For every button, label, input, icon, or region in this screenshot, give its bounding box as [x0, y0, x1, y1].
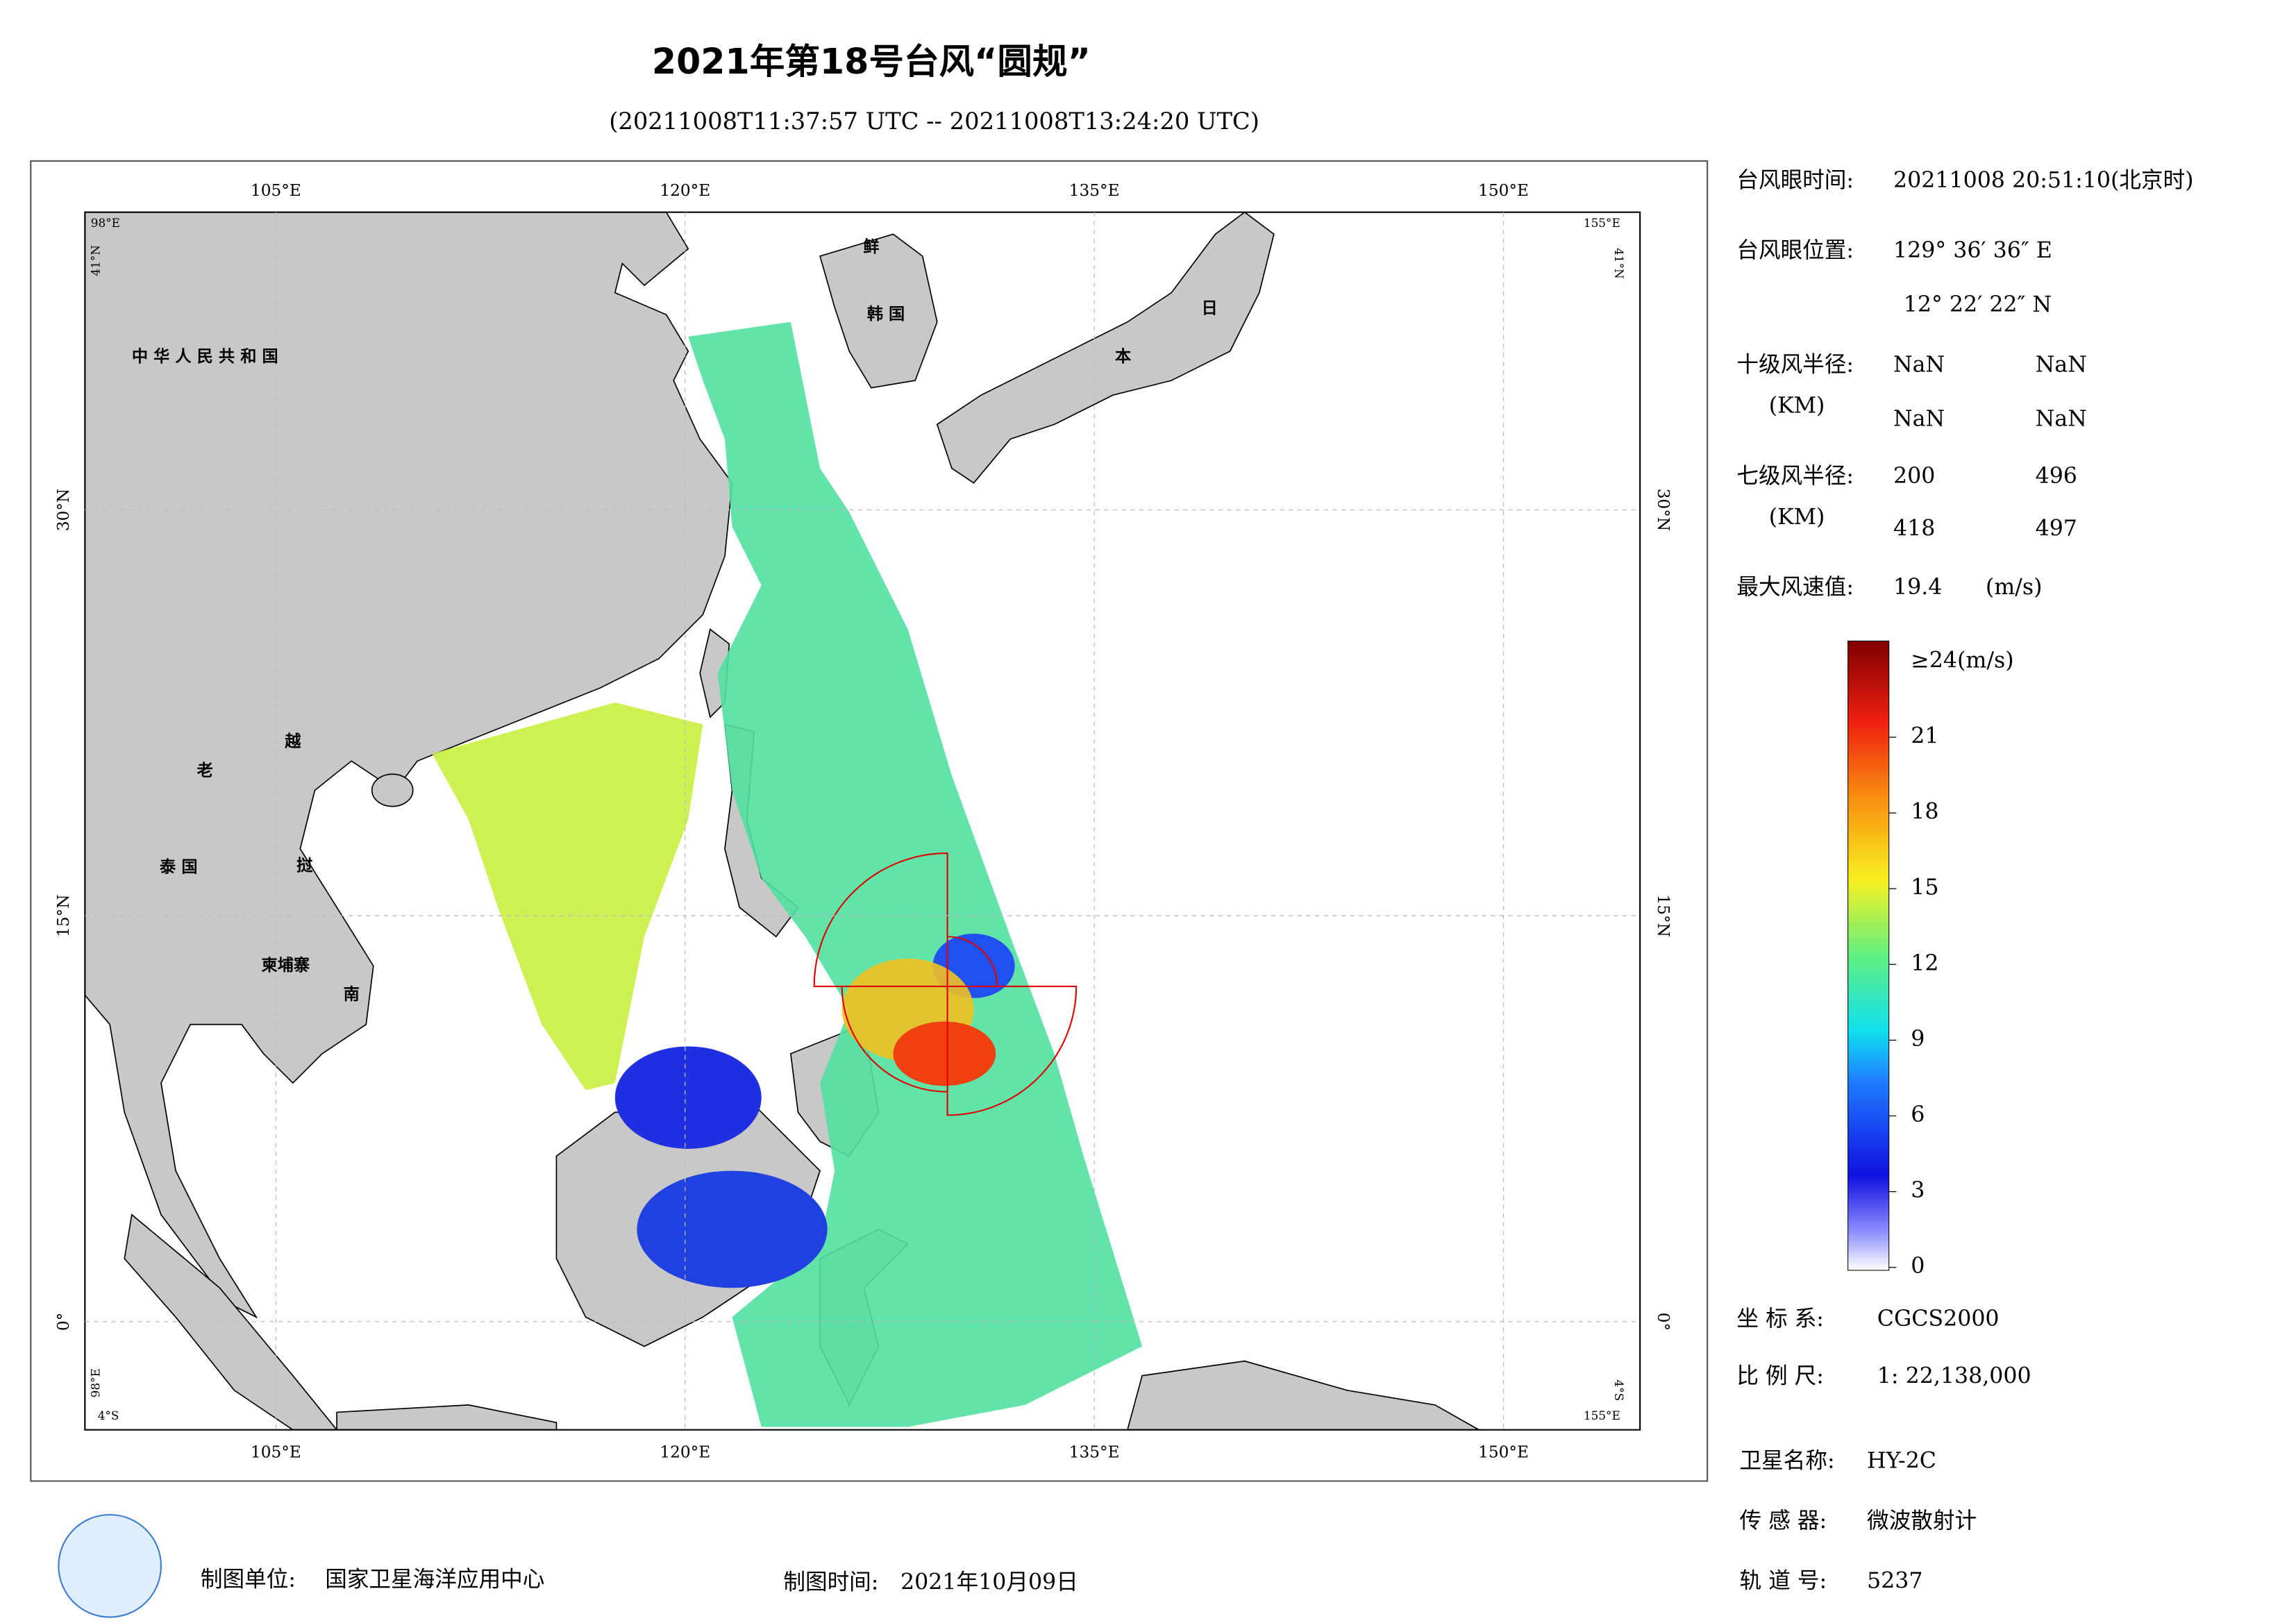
place-label: 鲜 — [863, 237, 879, 256]
map-frame-outer — [30, 160, 1709, 1482]
place-label: 越 — [285, 732, 301, 750]
lat-label: 15°N — [1654, 894, 1673, 936]
info-text: 19.4 — [1893, 575, 1942, 600]
colorbar-label: 0 — [1911, 1254, 1925, 1279]
place-label: 老 — [196, 762, 213, 780]
footer-text: 国家卫星海洋应用中心 — [325, 1567, 544, 1592]
corner-label: 4°S — [98, 1408, 119, 1422]
footer-text: 制图时间: — [783, 1570, 878, 1595]
lon-label: 105°E — [251, 1443, 301, 1461]
info-text: 497 — [2036, 516, 2077, 541]
info-text: HY-2C — [1867, 1449, 1936, 1474]
footer-text: 2021年10月09日 — [900, 1570, 1078, 1595]
wind-radius-quadrants — [813, 852, 1078, 1116]
title: 2021年第18号台风“圆规” — [652, 41, 1091, 82]
lat-label: 0° — [1654, 1313, 1673, 1331]
corner-label: 98°E — [91, 216, 120, 230]
info-text: 12° 22′ 22″ N — [1904, 292, 2052, 317]
lon-label: 105°E — [251, 181, 301, 200]
colorbar-label: 18 — [1911, 800, 1938, 825]
colorbar-top-label: ≥24(m/s) — [1911, 648, 2013, 673]
colorbar-label: 3 — [1911, 1178, 1925, 1203]
wind-swath — [432, 702, 703, 1091]
lon-label: 150°E — [1478, 1443, 1529, 1461]
info-text: 20211008 20:51:10(北京时) — [1893, 168, 2193, 193]
info-text: CGCS2000 — [1877, 1306, 2000, 1331]
wind-swath — [614, 1046, 762, 1149]
colorbar-label: 6 — [1911, 1102, 1925, 1127]
info-text: (KM) — [1769, 505, 1825, 530]
subtitle: (20211008T11:37:57 UTC -- 20211008T13:24… — [609, 108, 1259, 135]
info-text: 七级风半径: — [1736, 464, 1854, 489]
lon-label: 120°E — [660, 181, 710, 200]
place-label: 泰 国 — [159, 858, 197, 877]
place-label: 柬埔寨 — [261, 956, 310, 975]
corner-label: 41°N — [1612, 248, 1626, 279]
corner-label: 98°E — [89, 1368, 103, 1397]
logo — [58, 1513, 162, 1618]
info-text: 200 — [1893, 464, 1935, 489]
info-text: NaN — [2036, 353, 2087, 378]
info-text: 比 例 尺: — [1736, 1363, 1824, 1388]
place-label: 中 华 人 民 共 和 国 — [132, 347, 278, 366]
lon-label: 150°E — [1478, 181, 1529, 200]
land — [371, 773, 414, 807]
info-text: 轨 道 号: — [1740, 1568, 1827, 1593]
info-text: NaN — [2036, 407, 2087, 432]
land — [936, 211, 1275, 484]
info-text: 微波散射计 — [1867, 1508, 1977, 1533]
wind-swath — [688, 321, 1143, 1427]
map-frame — [84, 211, 1641, 1431]
corner-label: 4°S — [1612, 1379, 1626, 1401]
colorbar-label: 21 — [1911, 724, 1938, 749]
info-text: 传 感 器: — [1740, 1508, 1827, 1533]
info-text: 台风眼时间: — [1736, 168, 1854, 193]
info-text: NaN — [1893, 407, 1945, 432]
footer-text: 制图单位: — [201, 1567, 296, 1592]
info-text: 418 — [1893, 516, 1935, 541]
land — [819, 233, 938, 389]
colorbar-label: 12 — [1911, 951, 1938, 976]
info-text: 卫星名称: — [1740, 1449, 1835, 1474]
colorbar-label: 9 — [1911, 1027, 1925, 1052]
info-text: (m/s) — [1986, 575, 2043, 600]
info-text: 台风眼位置: — [1736, 238, 1854, 263]
lon-label: 135°E — [1069, 1443, 1120, 1461]
wind-swath — [893, 1021, 996, 1086]
colorbar — [1847, 640, 1890, 1271]
place-label: 韩 国 — [867, 305, 905, 323]
place-label: 本 — [1115, 347, 1132, 366]
lat-label: 15°N — [54, 894, 73, 936]
colorbar-label: 15 — [1911, 875, 1938, 900]
lat-label: 30°N — [54, 489, 73, 531]
corner-label: 155°E — [1584, 216, 1620, 230]
info-text: 496 — [2036, 464, 2077, 489]
place-label: 挝 — [296, 857, 313, 875]
lon-label: 135°E — [1069, 181, 1120, 200]
info-text: 最大风速值: — [1736, 575, 1854, 600]
corner-label: 41°N — [89, 245, 103, 276]
place-label: 日 — [1201, 298, 1217, 317]
lon-label: 120°E — [660, 1443, 710, 1461]
info-text: (KM) — [1769, 394, 1825, 419]
info-text: 5237 — [1867, 1568, 1922, 1593]
place-label: 南 — [344, 985, 360, 1004]
map-area — [84, 211, 1641, 1431]
info-text: 129° 36′ 36″ E — [1893, 238, 2052, 263]
info-text: 1: 22,138,000 — [1877, 1363, 2031, 1388]
land — [336, 1404, 558, 1431]
corner-label: 155°E — [1584, 1408, 1620, 1422]
info-text: NaN — [1893, 353, 1945, 378]
wind-swath — [637, 1170, 828, 1288]
info-text: 十级风半径: — [1736, 353, 1854, 378]
info-text: 坐 标 系: — [1736, 1306, 1824, 1331]
land — [84, 211, 733, 1319]
lat-label: 30°N — [1654, 489, 1673, 531]
lat-label: 0° — [54, 1313, 73, 1331]
